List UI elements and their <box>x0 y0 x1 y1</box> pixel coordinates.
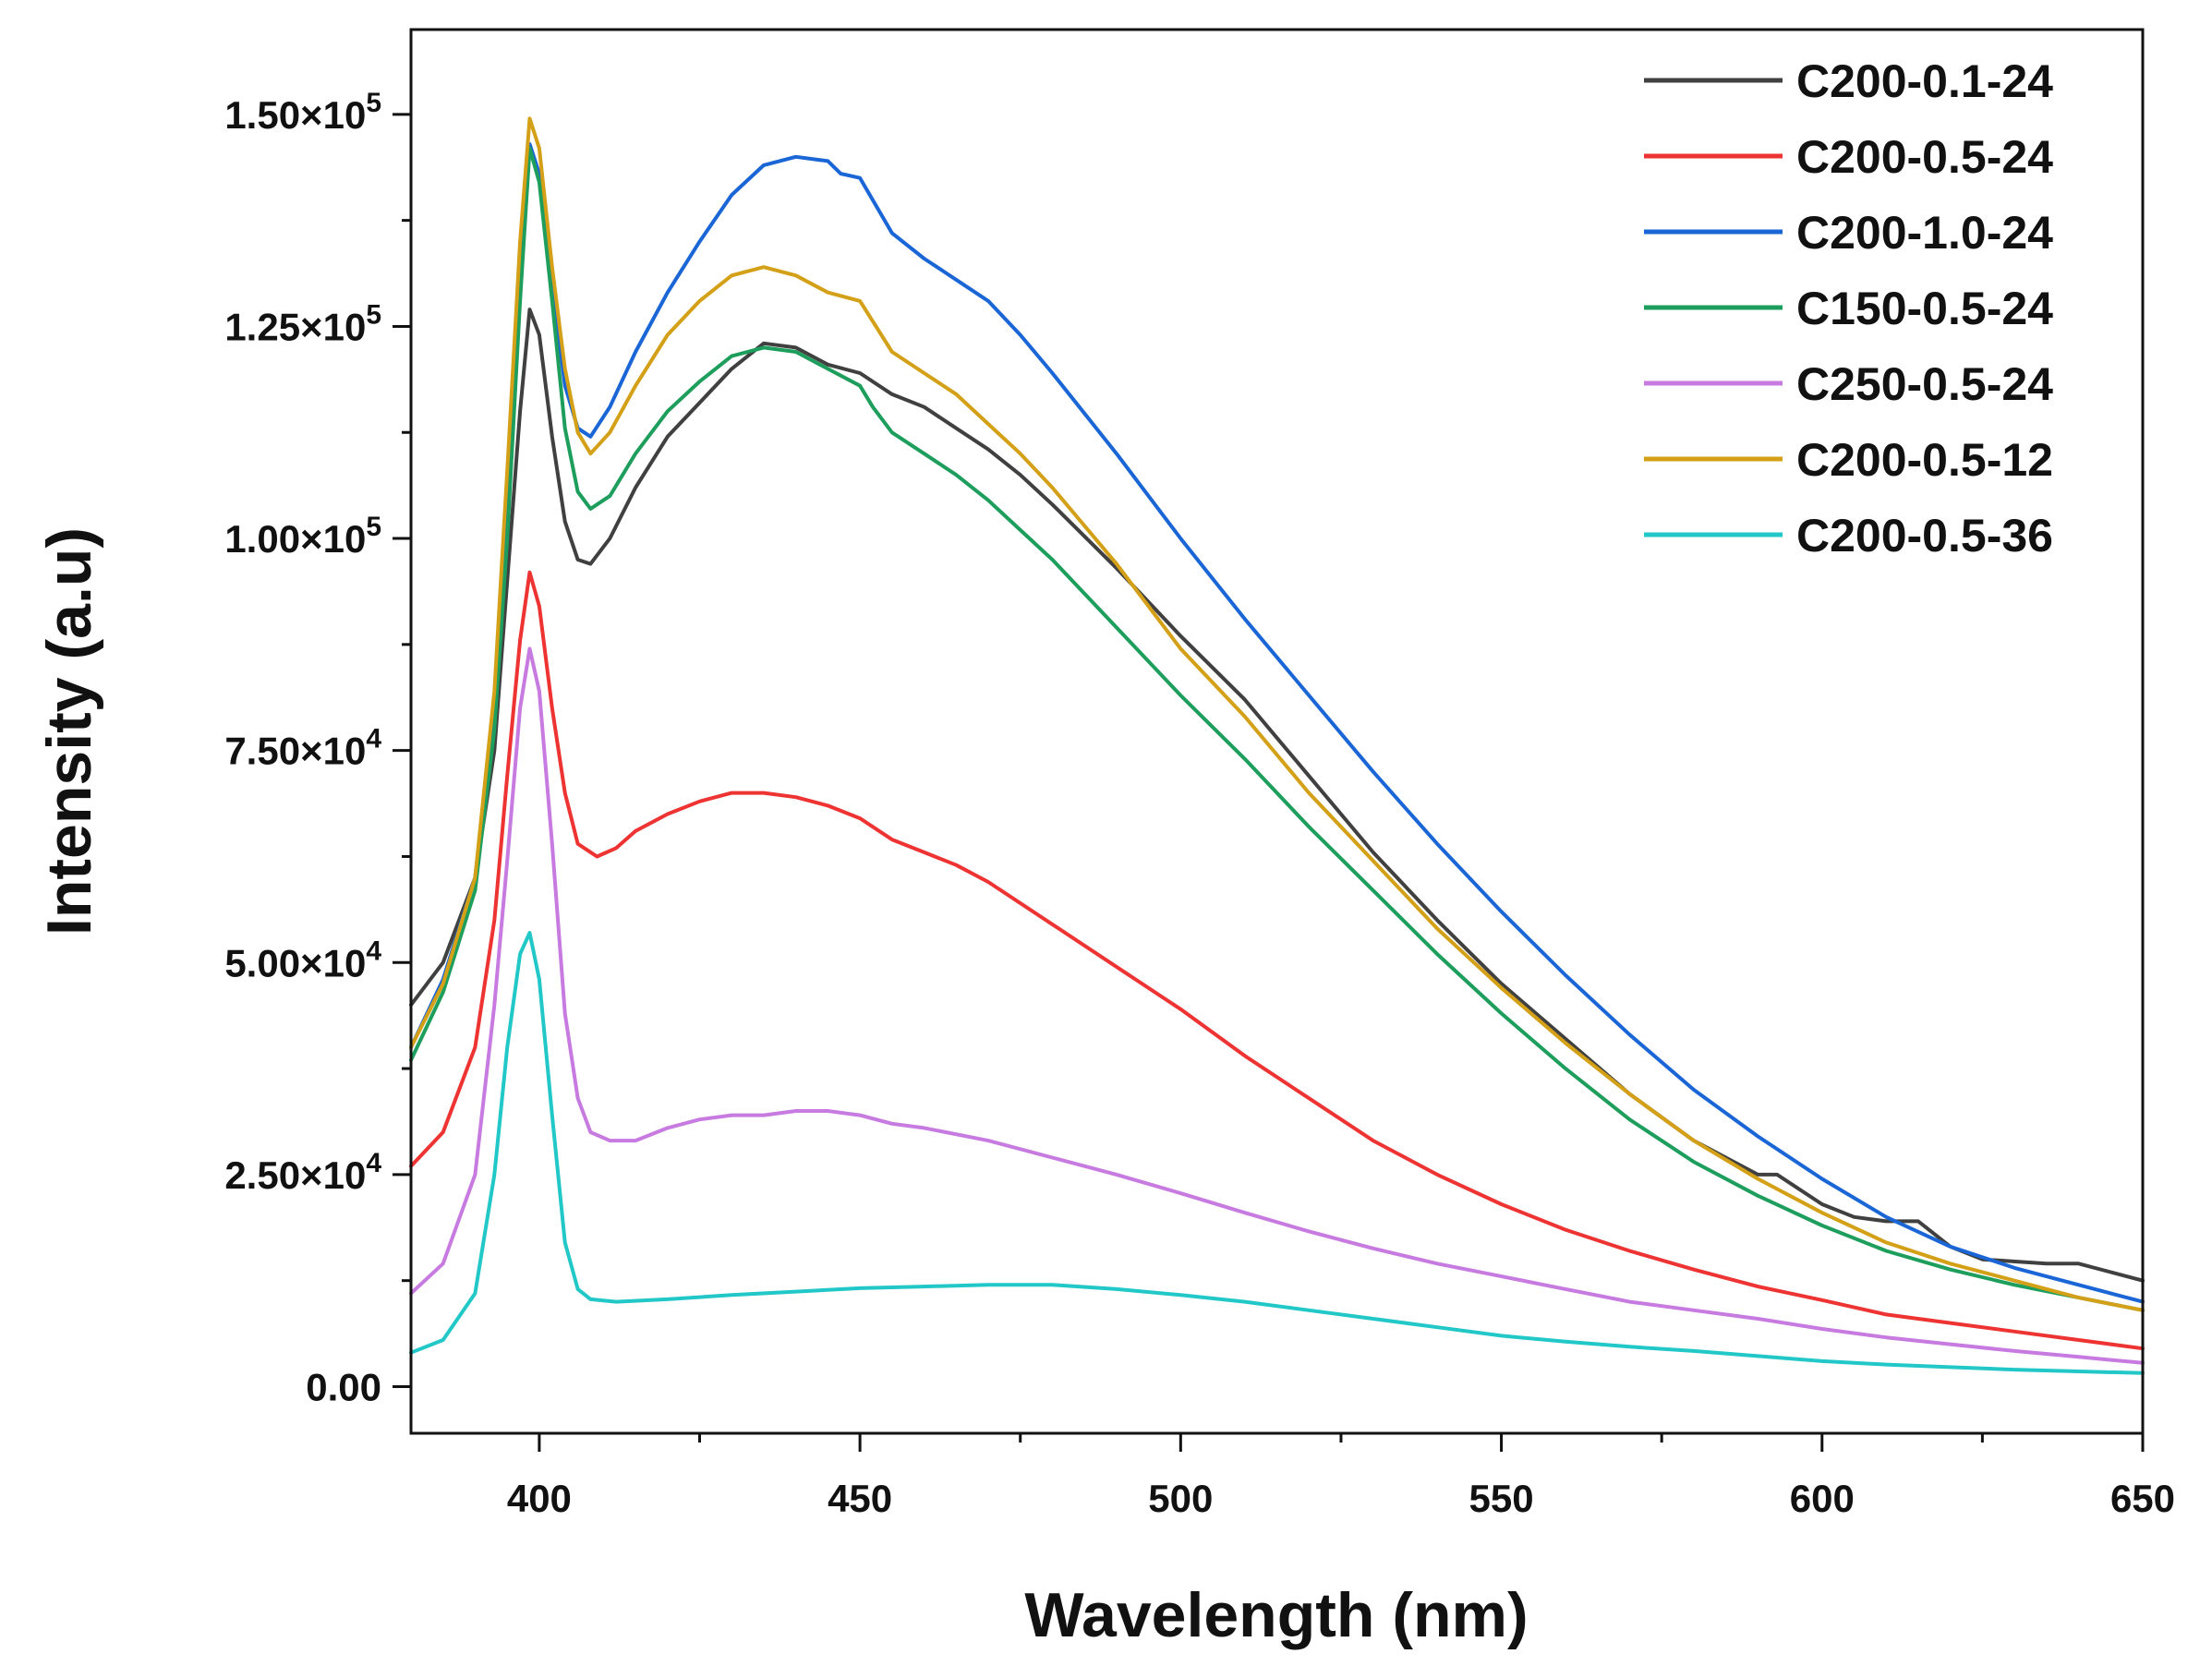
legend-label: C200-0.1-24 <box>1796 55 2053 107</box>
legend-label: C200-0.5-36 <box>1796 510 2053 561</box>
y-axis: 0.00 2.50×104 5.00×104 7.50×104 1.00×105 1.25… <box>224 88 411 1408</box>
y-tick-label: 1.50×105 <box>224 88 381 137</box>
series-layer <box>409 116 2145 1375</box>
y-tick-label: 2.50×104 <box>224 1148 381 1197</box>
y-tick-label: 7.50×104 <box>224 724 381 773</box>
legend-label: C200-0.5-12 <box>1796 434 2053 486</box>
series-line-C150-0.5-24 <box>409 146 2145 1312</box>
series-line-C250-0.5-24 <box>409 646 2145 1365</box>
y-axis-title: Intensity (a.u) <box>34 527 104 936</box>
series-line-C200-0.5-12 <box>409 116 2145 1312</box>
x-axis: 400 450 500 550 600 650 <box>507 1433 2175 1520</box>
y-tick-label: 5.00×104 <box>224 936 381 984</box>
series-line-C200-0.5-24 <box>409 570 2145 1351</box>
legend-label: C150-0.5-24 <box>1796 283 2053 334</box>
series-line-C200-0.5-36 <box>409 931 2145 1375</box>
x-tick-label: 600 <box>1790 1477 1855 1520</box>
series-line-C200-0.1-24 <box>409 308 2145 1283</box>
legend-label: C200-0.5-24 <box>1796 131 2053 183</box>
x-axis-title: Wavelength (nm) <box>1024 1580 1528 1650</box>
legend: C200-0.1-24 C200-0.5-24 C200-1.0-24 C150-0.… <box>1644 55 2053 561</box>
x-tick-label: 450 <box>828 1477 892 1520</box>
x-tick-label: 400 <box>507 1477 572 1520</box>
legend-label: C200-1.0-24 <box>1796 207 2053 259</box>
y-tick-label: 1.00×105 <box>224 512 381 561</box>
y-tick-label: 0.00 <box>306 1365 381 1408</box>
plot-area-frame <box>409 28 2145 1435</box>
y-tick-label: 1.25×105 <box>224 299 381 348</box>
legend-label: C250-0.5-24 <box>1796 358 2053 410</box>
x-tick-label: 550 <box>1469 1477 1534 1520</box>
x-tick-label: 650 <box>2110 1477 2175 1520</box>
x-tick-label: 500 <box>1148 1477 1213 1520</box>
